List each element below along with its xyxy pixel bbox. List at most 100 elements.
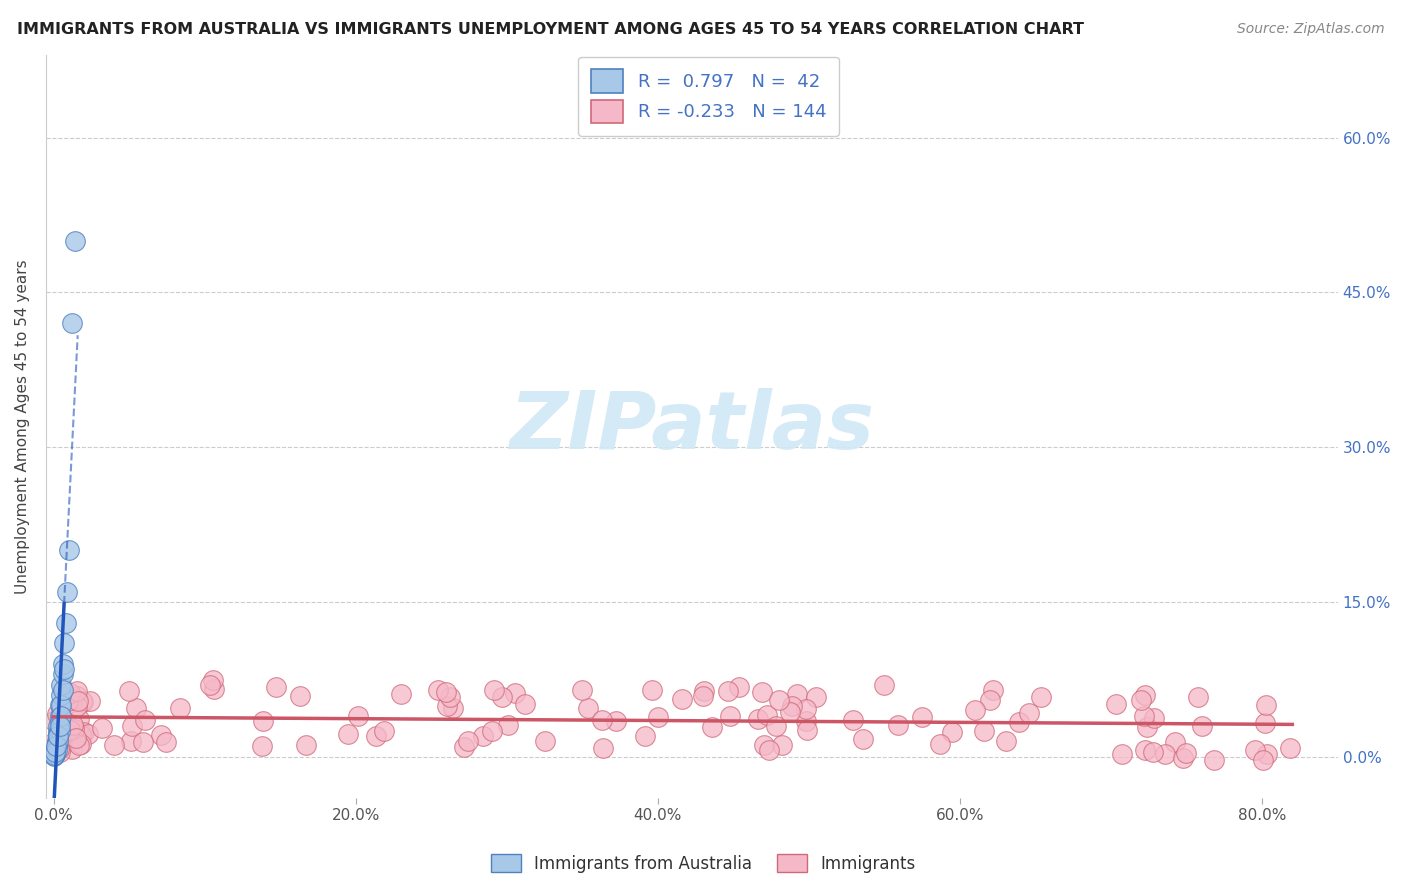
Point: [46, 719, 69, 733]
Point: [66, 698, 89, 713]
Point: [693, 684, 716, 698]
Point: [42, 735, 65, 749]
Point: [44, 747, 66, 761]
Point: [1171, 751, 1194, 765]
Point: [1154, 747, 1177, 761]
Point: [69, 729, 91, 743]
Point: [264, 681, 287, 695]
Point: [756, 708, 779, 723]
Point: [505, 686, 527, 700]
Point: [647, 709, 669, 723]
Point: [44, 747, 66, 762]
Point: [591, 713, 613, 727]
Point: [571, 682, 593, 697]
Point: [434, 685, 457, 699]
Point: [48, 741, 70, 756]
Point: [481, 724, 503, 739]
Point: [252, 714, 274, 729]
Point: [66, 683, 89, 698]
Point: [472, 729, 495, 743]
Point: [58, 543, 80, 558]
Point: [979, 693, 1001, 707]
Point: [120, 733, 142, 747]
Point: [794, 714, 817, 728]
Point: [1133, 688, 1156, 702]
Point: [692, 689, 714, 703]
Point: [804, 690, 827, 704]
Point: [53, 690, 76, 705]
Y-axis label: Unemployment Among Ages 45 to 54 years: Unemployment Among Ages 45 to 54 years: [15, 260, 30, 594]
Point: [1136, 720, 1159, 734]
Point: [929, 737, 952, 751]
Point: [780, 698, 803, 713]
Point: [605, 714, 627, 728]
Point: [941, 725, 963, 739]
Point: [1187, 690, 1209, 705]
Point: [59, 686, 82, 700]
Point: [72, 695, 94, 709]
Point: [995, 734, 1018, 748]
Point: [911, 709, 934, 723]
Point: [44, 745, 66, 759]
Point: [45, 742, 67, 756]
Point: [67, 694, 90, 708]
Point: [671, 691, 693, 706]
Point: [1142, 745, 1164, 759]
Point: [751, 685, 773, 699]
Point: [1105, 697, 1128, 711]
Point: [62, 692, 84, 706]
Point: [90, 721, 112, 735]
Point: [346, 709, 368, 723]
Point: [842, 713, 865, 727]
Point: [779, 706, 801, 720]
Point: [436, 698, 458, 713]
Point: [44, 746, 66, 760]
Point: [1143, 711, 1166, 725]
Point: [45, 736, 67, 750]
Point: [56, 584, 79, 599]
Point: [453, 740, 475, 755]
Point: [44, 747, 66, 762]
Point: [155, 735, 177, 749]
Point: [640, 682, 662, 697]
Point: [60, 317, 83, 331]
Point: [198, 678, 221, 692]
Point: [202, 682, 225, 697]
Point: [46, 723, 69, 738]
Point: [66, 689, 89, 703]
Point: [426, 682, 449, 697]
Point: [389, 687, 412, 701]
Point: [765, 719, 787, 733]
Point: [55, 615, 77, 630]
Point: [295, 738, 318, 752]
Point: [63, 234, 86, 248]
Point: [52, 682, 75, 697]
Point: [747, 712, 769, 726]
Text: IMMIGRANTS FROM AUSTRALIA VS IMMIGRANTS UNEMPLOYMENT AMONG AGES 45 TO 54 YEARS C: IMMIGRANTS FROM AUSTRALIA VS IMMIGRANTS …: [17, 22, 1084, 37]
Point: [1243, 743, 1265, 757]
Point: [592, 740, 614, 755]
Point: [973, 723, 995, 738]
Point: [515, 698, 537, 712]
Point: [457, 734, 479, 748]
Point: [44, 747, 66, 761]
Point: [728, 680, 751, 694]
Point: [45, 741, 67, 756]
Point: [79, 694, 101, 708]
Point: [201, 673, 224, 687]
Point: [45, 739, 67, 754]
Point: [1164, 735, 1187, 749]
Point: [49, 677, 72, 691]
Point: [46, 729, 69, 743]
Point: [852, 732, 875, 747]
Point: [496, 718, 519, 732]
Point: [69, 737, 91, 751]
Point: [441, 701, 464, 715]
Point: [1279, 740, 1302, 755]
Point: [439, 690, 461, 704]
Point: [718, 708, 741, 723]
Point: [1029, 690, 1052, 705]
Point: [46, 734, 69, 748]
Point: [796, 723, 818, 737]
Point: [1133, 743, 1156, 757]
